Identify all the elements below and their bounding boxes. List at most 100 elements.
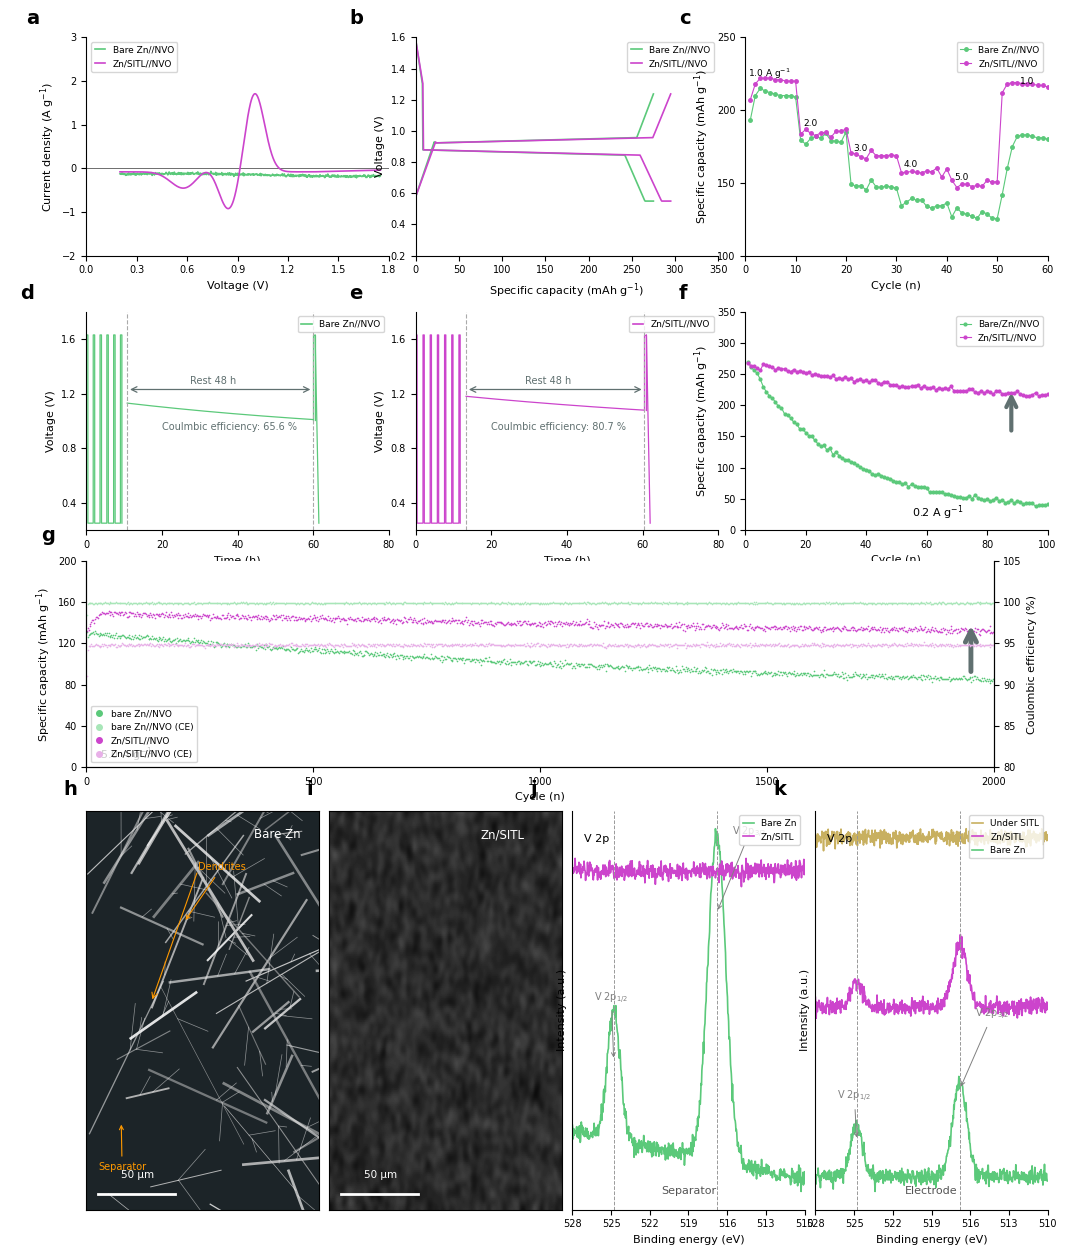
- Line: Zn/SITL//NVO: Zn/SITL//NVO: [416, 94, 671, 196]
- Under SITL: [869, 832, 882, 847]
- Zn/SITL: [721, 864, 734, 879]
- Legend: Zn/SITL//NVO: Zn/SITL//NVO: [629, 317, 714, 333]
- Text: i: i: [307, 779, 313, 798]
- Zn/SITL: [850, 978, 863, 993]
- Zn/SITL//NVO: [221, 201, 234, 216]
- Text: Electrode: Electrode: [905, 1186, 958, 1196]
- Legend: Bare Zn//NVO, Zn/SITL//NVO: Bare Zn//NVO, Zn/SITL//NVO: [91, 42, 177, 71]
- Line: Zn/SITL//NVO: Zn/SITL//NVO: [748, 76, 1050, 190]
- Zn/SITL: [915, 1004, 928, 1019]
- Bare/Zn//NVO: [896, 476, 909, 491]
- bare Zn//NVO (CE): [80, 607, 93, 622]
- Zn/SITL//NVO: [288, 165, 301, 180]
- bare Zn//NVO: [80, 625, 93, 640]
- Line: Bare Zn//NVO: Bare Zn//NVO: [416, 94, 653, 196]
- Bare Zn//NVO: [288, 168, 301, 183]
- Zn/SITL//NVO: [310, 165, 323, 180]
- Bare Zn: [671, 1145, 684, 1160]
- Text: d: d: [19, 283, 33, 303]
- Legend: Bare Zn, Zn/SITL: Bare Zn, Zn/SITL: [740, 816, 800, 844]
- Zn/SITL//NVO: [744, 92, 757, 107]
- Y-axis label: Intensity (a.u.): Intensity (a.u.): [800, 969, 810, 1051]
- Zn/SITL//NVO: [248, 86, 261, 101]
- bare Zn//NVO (CE): [480, 596, 492, 611]
- Line: Bare/Zn//NVO: Bare/Zn//NVO: [747, 360, 1049, 508]
- Zn/SITL//NVO: [160, 171, 173, 186]
- Zn/SITL//NVO: [824, 130, 837, 145]
- bare Zn//NVO: [788, 663, 801, 678]
- Zn/SITL//NVO: [174, 607, 187, 622]
- Bare Zn: [809, 1170, 822, 1185]
- Bare Zn: [946, 1116, 959, 1131]
- Line: Under SITL: Under SITL: [815, 829, 1048, 850]
- Zn/SITL//NVO (CE): [447, 637, 460, 652]
- Text: V 2p$_{1/2}$: V 2p$_{1/2}$: [837, 1089, 872, 1136]
- Text: Zn/SITL: Zn/SITL: [481, 828, 524, 842]
- Zn/SITL//NVO: [896, 379, 909, 394]
- Zn/SITL: [810, 1011, 823, 1026]
- Zn/SITL//NVO (CE): [173, 638, 186, 653]
- Legend: Bare Zn//NVO, Zn/SITL//NVO: Bare Zn//NVO, Zn/SITL//NVO: [627, 42, 714, 71]
- Zn/SITL//NVO: [481, 616, 494, 631]
- Text: V 2p$_{3/2}$: V 2p$_{3/2}$: [961, 1006, 1010, 1085]
- Text: Separator: Separator: [661, 1186, 716, 1196]
- Legend: bare Zn//NVO, bare Zn//NVO (CE), Zn/SITL//NVO, Zn/SITL//NVO (CE): bare Zn//NVO, bare Zn//NVO (CE), Zn/SITL…: [91, 706, 197, 762]
- Zn/SITL//NVO: [1041, 80, 1054, 95]
- Text: 3.0: 3.0: [853, 143, 868, 153]
- Text: g: g: [41, 525, 55, 545]
- Zn/SITL: [1041, 1001, 1054, 1016]
- bare Zn//NVO: [987, 672, 1000, 687]
- Bare Zn: [741, 1157, 754, 1172]
- X-axis label: Voltage (V): Voltage (V): [206, 281, 269, 291]
- Bare Zn//NVO: [1041, 132, 1054, 147]
- Zn/SITL: [964, 978, 977, 993]
- Bare Zn//NVO: [437, 135, 450, 150]
- Bare Zn//NVO: [744, 113, 757, 128]
- Bare Zn: [1041, 1173, 1054, 1188]
- Bare Zn//NVO: [799, 137, 812, 152]
- Bare Zn//NVO: [581, 131, 594, 146]
- Bare Zn: [703, 930, 716, 945]
- bare Zn//NVO: [704, 665, 717, 680]
- Text: j: j: [530, 779, 537, 798]
- bare Zn//NVO (CE): [788, 596, 801, 611]
- Zn/SITL: [985, 1003, 998, 1018]
- Under SITL: [964, 829, 977, 844]
- Bare/Zn//NVO: [1017, 496, 1030, 511]
- Legend: Bare Zn//NVO, Zn/SITL//NVO: Bare Zn//NVO, Zn/SITL//NVO: [957, 42, 1043, 71]
- Zn/SITL: [734, 879, 747, 894]
- Zn/SITL//NVO: [811, 368, 824, 383]
- Bare Zn//NVO: [204, 163, 217, 178]
- Y-axis label: Voltage (V): Voltage (V): [45, 390, 56, 451]
- Text: e: e: [349, 283, 363, 303]
- Zn/SITL//NVO: [409, 188, 422, 203]
- Zn/SITL//NVO: [987, 625, 1000, 640]
- Legend: Bare Zn//NVO: Bare Zn//NVO: [298, 317, 384, 333]
- Line: Bare Zn: Bare Zn: [572, 829, 805, 1191]
- Zn/SITL//NVO: [1041, 387, 1054, 402]
- Bare Zn//NVO: [268, 167, 281, 182]
- Bare/Zn//NVO: [811, 436, 824, 451]
- Zn/SITL//NVO: [850, 147, 863, 162]
- Text: f: f: [678, 283, 687, 303]
- Bare Zn//NVO: [845, 176, 858, 191]
- Bare Zn//NVO: [582, 131, 595, 146]
- Text: b: b: [349, 9, 363, 29]
- bare Zn//NVO (CE): [173, 595, 186, 610]
- bare Zn//NVO (CE): [704, 596, 717, 611]
- Zn/SITL//NVO: [788, 622, 801, 637]
- Line: Bare Zn: Bare Zn: [815, 1076, 1048, 1191]
- Zn/SITL: [798, 860, 811, 875]
- Bare Zn//NVO: [503, 133, 516, 148]
- Y-axis label: Intensity (a.u.): Intensity (a.u.): [557, 969, 567, 1051]
- Zn/SITL//NVO: [374, 162, 387, 177]
- Text: c: c: [678, 9, 690, 29]
- Zn/SITL//NVO: [448, 614, 461, 628]
- Bare/Zn//NVO: [1026, 496, 1039, 511]
- Text: V 2p$_{3/2}$: V 2p$_{3/2}$: [718, 826, 767, 909]
- Bare Zn: [566, 1117, 579, 1132]
- Bare Zn//NVO: [824, 133, 837, 148]
- Y-axis label: Voltage (V): Voltage (V): [375, 116, 386, 177]
- Bare Zn//NVO: [180, 166, 193, 181]
- Under SITL: [850, 827, 863, 842]
